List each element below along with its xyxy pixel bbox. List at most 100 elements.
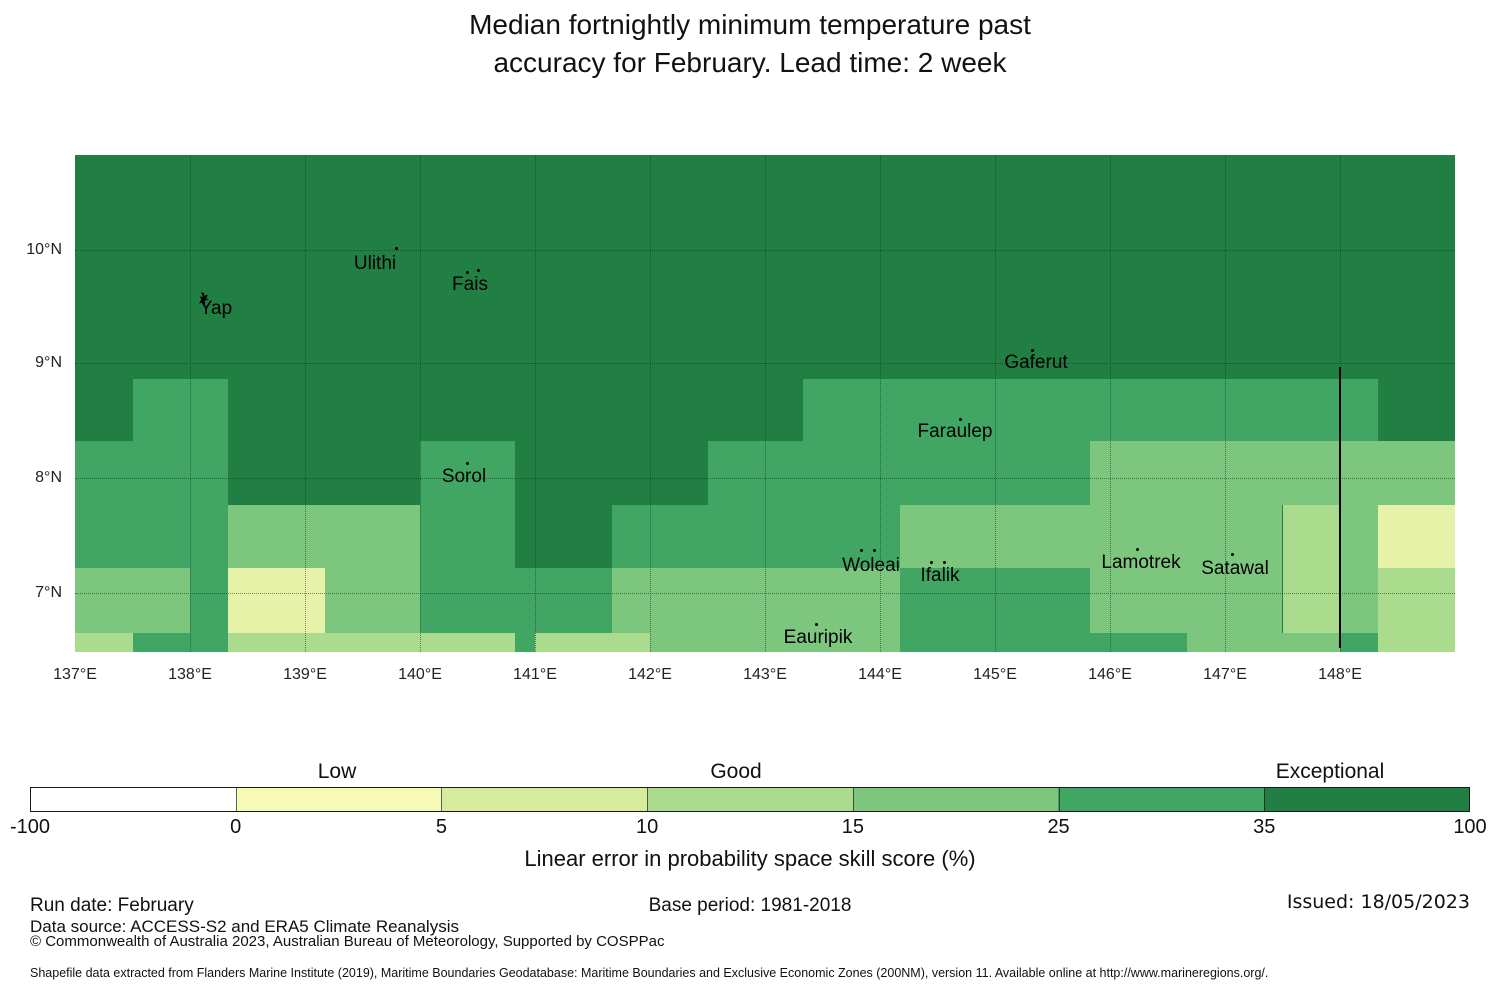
ulithi-island-dot: [395, 247, 398, 250]
x-tick-label: 141°E: [513, 666, 557, 683]
map-cell: [190, 568, 228, 633]
map-cell: [1377, 379, 1455, 441]
map-cell: [75, 568, 190, 633]
place-label-fais: Fais: [452, 274, 488, 295]
map-cell: [1377, 633, 1455, 652]
map-cell: [324, 568, 420, 633]
x-tick-label: 138°E: [168, 666, 212, 683]
y-tick-label: 9°N: [35, 354, 62, 371]
yap-island-marker: [199, 292, 209, 305]
x-tick-label: 139°E: [283, 666, 327, 683]
meridian-gridline: [995, 155, 996, 652]
colorbar-tick-label: 15: [841, 816, 864, 838]
colorbar-divider: [647, 787, 649, 812]
place-label-ifalik: Ifalik: [920, 565, 960, 586]
map-cell: [515, 441, 708, 505]
map-cell: [1187, 633, 1340, 652]
data-source-text: Data source: ACCESS-S2 and ERA5 Climate …: [30, 917, 459, 936]
meridian-gridline: [305, 155, 306, 652]
run-date-text: Run date: February: [30, 895, 194, 916]
map-cell: [1377, 505, 1455, 568]
colorbar-segment: [852, 788, 1059, 811]
map-cell: [75, 633, 133, 652]
faraulep-island-dot: [959, 418, 962, 421]
place-label-lamotrek: Lamotrek: [1101, 552, 1181, 573]
y-tick-label: 10°N: [26, 241, 62, 258]
map-cell: [650, 633, 900, 652]
x-tick-label: 142°E: [628, 666, 672, 683]
x-tick-label: 148°E: [1318, 666, 1362, 683]
colorbar-annotation-good: Good: [710, 760, 762, 783]
map-cell: [75, 441, 228, 505]
colorbar-divider: [1264, 787, 1266, 812]
meridian-gridline: [650, 155, 651, 652]
map-cell: [899, 505, 1283, 568]
fais-island-dot: [477, 269, 480, 272]
place-label-yap: Yap: [199, 298, 233, 319]
base-period-text: Base period: 1981-2018: [648, 895, 852, 916]
colorbar-tick-label: 5: [435, 816, 447, 838]
colorbar-annotation-low: Low: [317, 760, 357, 783]
colorbar-segment: [441, 788, 648, 811]
meridian-gridline: [765, 155, 766, 652]
copyright-text: © Commonwealth of Australia 2023, Austra…: [30, 933, 665, 950]
fais-island-dot: [466, 271, 469, 274]
meridian-gridline: [1110, 155, 1111, 652]
map-cell: [1340, 505, 1378, 568]
colorbar-divider: [1058, 787, 1060, 812]
ifalik-island-dot: [943, 561, 946, 564]
map-cell: [802, 379, 1378, 441]
parallel-gridline: [75, 250, 1455, 251]
lamotrek-island-dot: [1136, 548, 1139, 551]
chart-title-line2: accuracy for February. Lead time: 2 week: [493, 47, 1007, 78]
ifalik-island-dot: [930, 561, 933, 564]
x-tick-label: 143°E: [743, 666, 787, 683]
x-tick-label: 140°E: [398, 666, 442, 683]
map-cell: [420, 441, 516, 505]
place-label-ulithi: Ulithi: [353, 253, 397, 274]
satawal-island-dot: [1231, 553, 1234, 556]
map-cell: [515, 633, 535, 652]
place-label-eauripik: Eauripik: [783, 627, 853, 648]
x-tick-label: 147°E: [1203, 666, 1247, 683]
meridian-gridline: [190, 155, 191, 652]
map-cell: [535, 633, 650, 652]
issued-date-text: Issued: 18/05/2023: [1286, 891, 1470, 913]
meridian-gridline: [1225, 155, 1226, 652]
colorbar-divider: [441, 787, 443, 812]
place-label-satawal: Satawal: [1201, 558, 1269, 579]
map-cell: [132, 633, 228, 652]
map-cell: [75, 505, 228, 568]
colorbar-axis-label: Linear error in probability space skill …: [524, 846, 976, 871]
map-cell: [515, 505, 613, 568]
eauripik-island-dot: [815, 623, 818, 626]
map-cell: [227, 633, 516, 652]
map-cell: [612, 568, 900, 633]
map-cell: [612, 505, 900, 568]
x-tick-label: 144°E: [858, 666, 902, 683]
map-cell: [1090, 568, 1283, 633]
place-label-gaferut: Gaferut: [1004, 352, 1068, 373]
skill-map: Yap Ulithi Fais Gaferut Faraulep Sorol Woleai I…: [75, 155, 1455, 652]
y-tick-label: 8°N: [35, 469, 62, 486]
place-label-sorol: Sorol: [441, 466, 487, 487]
shapefile-note-text: Shapefile data extracted from Flanders M…: [30, 966, 1269, 980]
meridian-gridline: [535, 155, 536, 652]
colorbar-segment: [31, 788, 237, 811]
chart-title-line1: Median fortnightly minimum temperature p…: [469, 9, 1031, 40]
map-cell: [227, 379, 803, 441]
colorbar-segment: [236, 788, 442, 811]
map-cell: [707, 441, 1091, 505]
x-tick-label: 145°E: [973, 666, 1017, 683]
meridian-gridline: [420, 155, 421, 652]
parallel-gridline: [75, 478, 1455, 479]
colorbar-annotation-exceptional: Exceptional: [1275, 760, 1385, 783]
gaferut-island-dot: [1031, 349, 1034, 352]
colorbar-tick-label: 0: [230, 816, 242, 838]
colorbar-tick-label: 100: [1453, 816, 1487, 838]
map-cell: [1377, 568, 1455, 633]
x-tick-label: 137°E: [53, 666, 97, 683]
map-cell: [132, 379, 228, 441]
colorbar-segment: [647, 788, 853, 811]
map-cell: [227, 441, 420, 505]
